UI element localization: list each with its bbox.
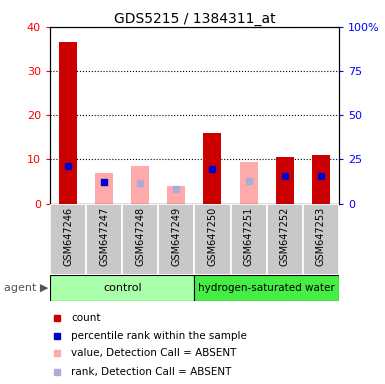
Text: GSM647246: GSM647246 <box>63 206 73 265</box>
Text: value, Detection Call = ABSENT: value, Detection Call = ABSENT <box>71 348 237 358</box>
Text: count: count <box>71 313 101 323</box>
Bar <box>59 42 77 204</box>
Text: GSM647251: GSM647251 <box>244 206 254 266</box>
Title: GDS5215 / 1384311_at: GDS5215 / 1384311_at <box>114 12 275 26</box>
Bar <box>122 204 158 275</box>
Bar <box>266 204 303 275</box>
Bar <box>194 275 339 301</box>
Text: GSM647249: GSM647249 <box>171 206 181 265</box>
Bar <box>303 204 339 275</box>
Text: rank, Detection Call = ABSENT: rank, Detection Call = ABSENT <box>71 367 232 377</box>
Text: GSM647250: GSM647250 <box>208 206 218 266</box>
Bar <box>167 186 186 204</box>
Text: GSM647247: GSM647247 <box>99 206 109 266</box>
Text: control: control <box>103 283 142 293</box>
Text: percentile rank within the sample: percentile rank within the sample <box>71 331 247 341</box>
Text: hydrogen-saturated water: hydrogen-saturated water <box>198 283 335 293</box>
Bar <box>158 204 194 275</box>
Bar <box>50 204 86 275</box>
Text: GSM647253: GSM647253 <box>316 206 326 266</box>
Bar <box>231 204 266 275</box>
Bar <box>203 133 221 204</box>
Bar <box>276 157 294 204</box>
Text: GSM647248: GSM647248 <box>135 206 145 265</box>
Text: agent ▶: agent ▶ <box>4 283 48 293</box>
Bar <box>239 162 258 204</box>
Bar <box>312 155 330 204</box>
Text: GSM647252: GSM647252 <box>280 206 290 266</box>
Bar <box>86 204 122 275</box>
Bar <box>194 204 231 275</box>
Bar <box>95 173 113 204</box>
Bar <box>131 166 149 204</box>
Bar <box>50 275 194 301</box>
